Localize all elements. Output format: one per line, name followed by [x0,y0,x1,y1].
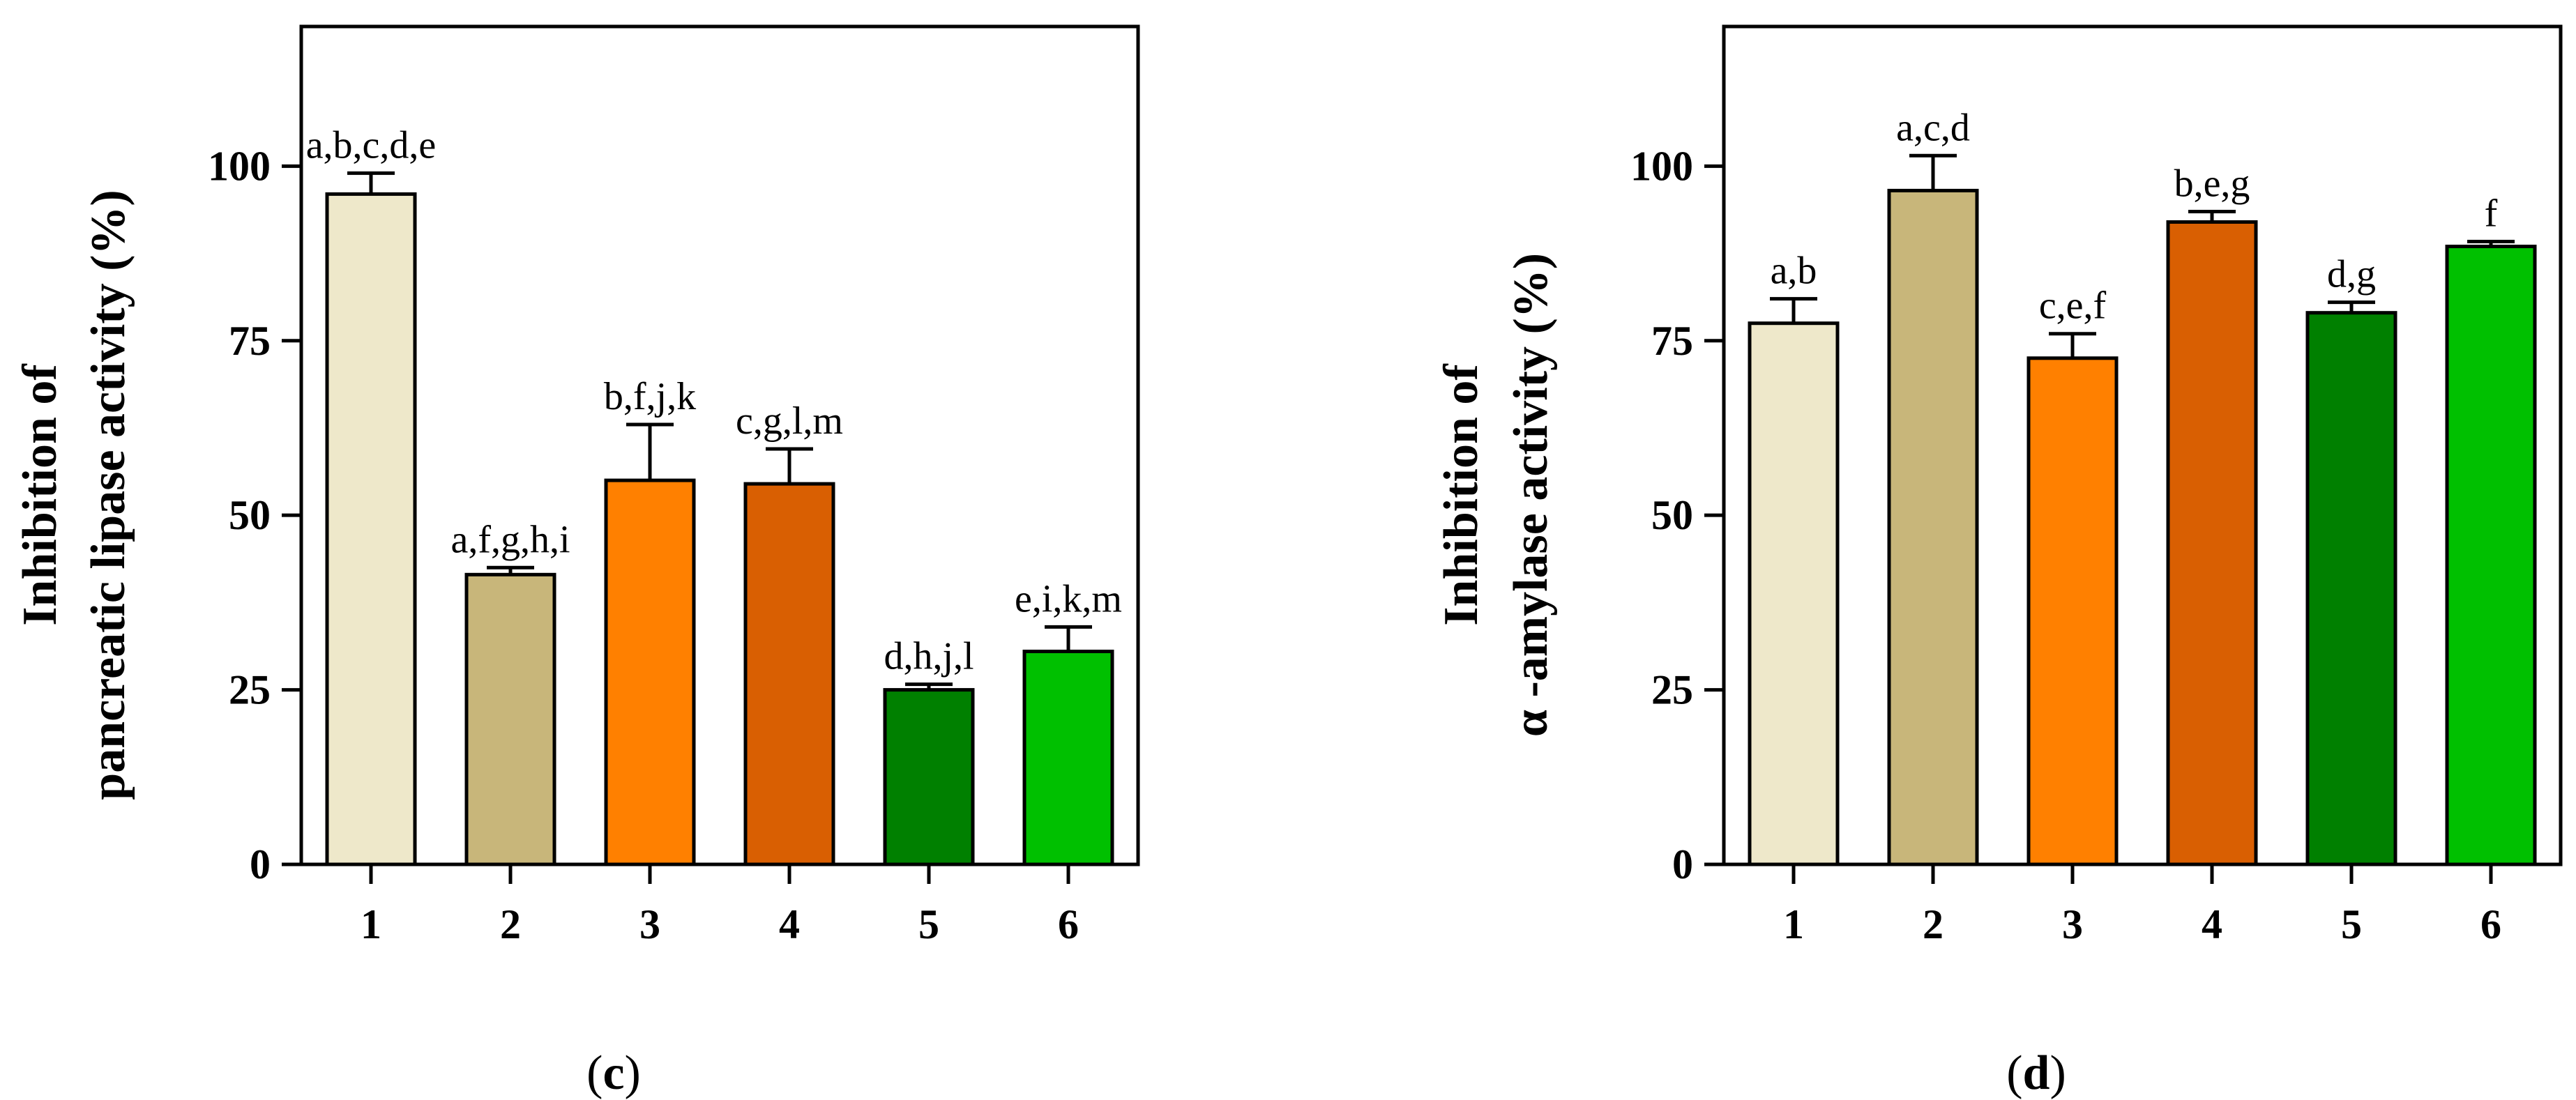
y-axis-title-line2: α -amylase activity (%) [1504,253,1558,737]
bar-4 [2166,220,2258,866]
significance-label: c,g,l,m [736,399,843,443]
bar-2 [464,572,556,866]
significance-label: c,e,f [2039,284,2107,328]
significance-label: b,e,g [2174,162,2250,205]
bar-4 [743,482,835,866]
x-tick-label: 3 [2062,901,2083,947]
significance-label: a,c,d [1896,106,1970,149]
bar-1 [325,192,417,866]
significance-label: a,b,c,d,e [306,123,437,167]
significance-label: e,i,k,m [1015,577,1122,620]
y-tick-label: 75 [229,318,271,364]
plot-area: 0 25 50 75 100 a,b 1 a,c,d 2 c,e,f 3 b,e,g 4 d,g 5 f 6 [1630,24,2563,947]
panel-label-open: ( [2006,1046,2022,1100]
panel-d: Inhibition of α -amylase activity (%) 0 2… [1434,24,2563,1100]
x-tick-label: 5 [2341,901,2362,947]
y-axis-title-line1: Inhibition of [13,364,67,626]
bar-6 [2445,245,2537,866]
significance-label: d,h,j,l [884,635,973,678]
panel-c: Inhibition of pancreatic lipase activity… [13,24,1140,1100]
significance-label: a,b [1771,250,1817,293]
y-axis-title-line1: Inhibition of [1434,364,1488,626]
x-tick-label: 6 [2480,901,2501,947]
panel-label-close: ) [625,1046,641,1100]
y-tick-label: 100 [1630,143,1693,189]
y-tick-label: 100 [208,143,271,189]
x-tick-label: 1 [361,901,381,947]
y-tick-label: 75 [1651,318,1693,364]
bar-3 [604,478,696,866]
significance-label: f [2485,192,2498,236]
x-tick-label: 2 [500,901,521,947]
panel-label-close: ) [2050,1046,2066,1100]
significance-label: d,g [2327,253,2376,296]
x-tick-label: 4 [2202,901,2222,947]
x-tick-label: 1 [1783,901,1804,947]
x-tick-label: 5 [918,901,939,947]
significance-label: b,f,j,k [604,375,696,418]
bar-5 [2305,311,2397,866]
bar-3 [2026,356,2119,866]
x-tick-label: 2 [1923,901,1944,947]
y-tick-label: 50 [1651,492,1693,538]
y-tick-label: 50 [229,492,271,538]
bar-1 [1748,321,1840,866]
y-tick-label: 0 [250,841,271,887]
x-tick-label: 3 [639,901,660,947]
y-tick-label: 25 [1651,667,1693,713]
panel-label-letter: c [603,1046,624,1100]
plot-frame [1722,24,2563,866]
bar-5 [883,688,975,866]
y-axis-title-line2: pancreatic lipase activity (%) [82,190,135,800]
panel-label: (c) [586,1046,641,1100]
panel-label-letter: d [2023,1046,2050,1100]
x-tick-label: 4 [779,901,800,947]
y-tick-label: 25 [229,667,271,713]
plot-area: 0 25 50 75 100 a,b,c,d,e 1 a,f,g,h,i 2 b,f,j,k 3 c,… [208,24,1140,947]
panel-label-open: ( [586,1046,603,1100]
y-tick-label: 0 [1672,841,1693,887]
bar-6 [1022,649,1114,866]
panel-label: (d) [2006,1046,2066,1100]
significance-label: a,f,g,h,i [450,518,570,561]
plot-frame [299,24,1140,866]
x-tick-label: 6 [1058,901,1079,947]
bar-2 [1887,188,1979,866]
